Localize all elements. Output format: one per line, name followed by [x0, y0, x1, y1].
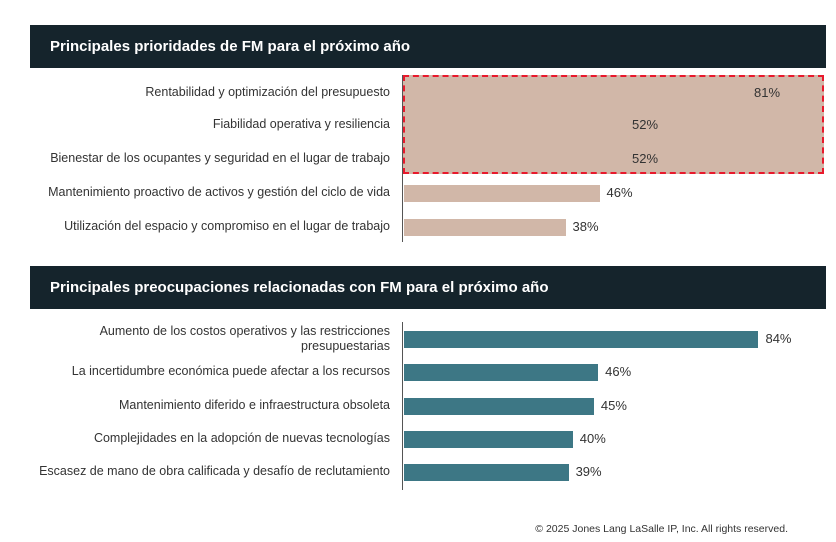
category-label: Aumento de los costos operativos y las r… [99, 324, 390, 353]
category-label: Escasez de mano de obra calificada y des… [39, 464, 390, 478]
value-label: 52% [632, 117, 659, 132]
category-label: Mantenimiento diferido e infraestructura… [119, 398, 390, 412]
bar [404, 431, 573, 448]
value-label: 46% [605, 364, 632, 379]
bar [404, 219, 566, 236]
copyright: © 2025 Jones Lang LaSalle IP, Inc. All r… [535, 523, 788, 535]
value-label: 45% [600, 398, 627, 413]
category-label: Mantenimiento proactivo de activos y ges… [48, 185, 390, 199]
bar [404, 464, 569, 481]
value-label: 52% [632, 151, 659, 166]
bar [404, 185, 600, 202]
highlight-box [403, 75, 824, 174]
value-label: 39% [575, 464, 602, 479]
category-label: Rentabilidad y optimización del presupue… [145, 85, 390, 99]
category-label: Bienestar de los ocupantes y seguridad e… [50, 151, 390, 165]
value-label: 84% [765, 331, 792, 346]
chart-2-title: Principales preocupaciones relacionadas … [30, 266, 826, 309]
bar [404, 331, 759, 348]
chart-1-axis [402, 75, 403, 242]
value-label: 46% [606, 185, 633, 200]
value-label: 81% [754, 85, 781, 100]
category-label: Fiabilidad operativa y resiliencia [212, 117, 390, 131]
value-label: 40% [579, 431, 606, 446]
chart-1-title: Principales prioridades de FM para el pr… [30, 25, 826, 68]
chart-2-axis [402, 322, 403, 490]
bar [404, 398, 594, 415]
category-label: Complejidades en la adopción de nuevas t… [93, 431, 390, 445]
bar [404, 364, 599, 381]
value-label: 38% [572, 219, 599, 234]
category-label: La incertidumbre económica puede afectar… [71, 364, 390, 378]
category-label: Utilización del espacio y compromiso en … [64, 219, 390, 233]
